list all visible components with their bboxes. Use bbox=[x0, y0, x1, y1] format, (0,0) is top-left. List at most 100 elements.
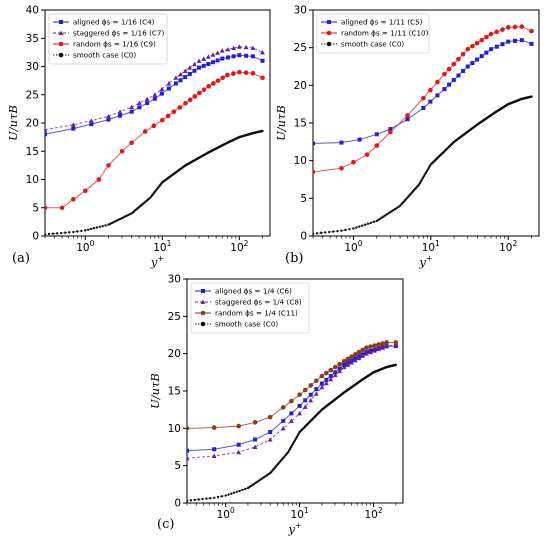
data-point bbox=[405, 113, 410, 118]
y-tick-label: 20 bbox=[294, 80, 307, 92]
data-point bbox=[227, 493, 230, 496]
data-point bbox=[328, 376, 334, 382]
data-point bbox=[193, 498, 196, 502]
data-point bbox=[220, 75, 226, 81]
y-tick-label: 25 bbox=[26, 89, 39, 101]
data-point bbox=[360, 347, 365, 353]
y-tick-label: 25 bbox=[168, 311, 181, 323]
data-point bbox=[166, 86, 171, 91]
legend-entry: aligned ϕs = 1/4 (C6) bbox=[215, 287, 292, 296]
data-point bbox=[355, 226, 358, 229]
data-point bbox=[360, 224, 364, 227]
data-point bbox=[297, 411, 303, 416]
data-point bbox=[205, 497, 208, 500]
panel-2: 0 5 10 15 20 25 30 100 101 102 y+ U/uτB (c) aligned ϕ… bbox=[148, 274, 404, 536]
data-point bbox=[64, 231, 67, 234]
data-point bbox=[159, 91, 164, 96]
data-point bbox=[88, 118, 94, 123]
data-point bbox=[364, 345, 369, 350]
y-tick-label: 5 bbox=[174, 460, 181, 472]
y-tick-label: 30 bbox=[168, 274, 181, 286]
data-point bbox=[348, 228, 351, 231]
data-point bbox=[519, 24, 525, 29]
legend-entry: aligned ϕs = 1/16 (C4) bbox=[73, 18, 155, 27]
data-point bbox=[45, 233, 47, 236]
series-line-1 bbox=[45, 46, 263, 131]
data-point bbox=[225, 55, 230, 60]
legend-entry: smooth case (C0) bbox=[73, 51, 136, 60]
data-point bbox=[289, 418, 294, 423]
data-point bbox=[313, 232, 315, 235]
data-point bbox=[328, 230, 331, 234]
data-point bbox=[243, 487, 247, 491]
data-point bbox=[337, 366, 342, 371]
data-point bbox=[76, 230, 79, 233]
data-point bbox=[86, 228, 90, 231]
legend-marker bbox=[59, 20, 63, 24]
data-point bbox=[336, 229, 339, 233]
data-point bbox=[183, 75, 188, 80]
data-point bbox=[451, 78, 456, 83]
legend-marker bbox=[201, 289, 205, 293]
y-axis-label: U/uτB bbox=[274, 105, 288, 141]
data-point bbox=[178, 72, 183, 77]
y-tick-label: 0 bbox=[174, 498, 181, 510]
data-point bbox=[225, 72, 230, 78]
data-point bbox=[211, 81, 216, 86]
y-tick-label: 35 bbox=[26, 33, 39, 45]
x-axis-label: y+ bbox=[287, 521, 301, 536]
data-point bbox=[231, 54, 236, 59]
data-point bbox=[456, 73, 461, 78]
data-point bbox=[55, 232, 59, 235]
data-point bbox=[324, 377, 329, 382]
data-point bbox=[177, 105, 183, 110]
series-line-1 bbox=[313, 26, 532, 173]
data-point bbox=[106, 113, 111, 119]
data-point bbox=[314, 378, 319, 384]
data-point bbox=[281, 418, 286, 423]
data-point bbox=[118, 113, 123, 118]
data-point bbox=[89, 227, 93, 231]
data-point bbox=[236, 442, 241, 447]
data-point bbox=[435, 93, 440, 98]
data-point bbox=[235, 490, 238, 493]
data-point bbox=[345, 362, 351, 367]
data-point bbox=[479, 54, 484, 59]
data-point bbox=[529, 28, 534, 34]
data-point bbox=[45, 127, 48, 132]
data-point bbox=[210, 52, 216, 57]
data-point bbox=[465, 64, 470, 69]
data-point bbox=[215, 50, 221, 55]
data-point bbox=[341, 364, 347, 370]
data-point bbox=[187, 426, 190, 431]
data-point bbox=[470, 43, 475, 49]
data-point bbox=[421, 105, 426, 110]
data-point bbox=[494, 44, 499, 49]
data-point bbox=[328, 374, 333, 379]
x-axis-label: y+ bbox=[418, 254, 432, 269]
data-point bbox=[340, 229, 343, 232]
legend-marker bbox=[200, 321, 206, 327]
data-point bbox=[428, 87, 433, 93]
data-point bbox=[197, 498, 200, 501]
data-point bbox=[368, 349, 373, 355]
data-point bbox=[456, 56, 461, 62]
data-point bbox=[129, 109, 134, 114]
data-point bbox=[92, 227, 96, 230]
data-point bbox=[268, 430, 273, 435]
data-point bbox=[137, 105, 142, 110]
data-point bbox=[260, 58, 265, 63]
data-point bbox=[101, 224, 104, 228]
data-point bbox=[319, 231, 323, 235]
x-tick-label: 102 bbox=[499, 239, 517, 254]
data-point bbox=[339, 165, 344, 171]
data-point bbox=[231, 71, 236, 76]
legend-marker bbox=[326, 41, 332, 47]
data-point bbox=[435, 79, 440, 85]
series-group bbox=[313, 24, 534, 235]
y-tick-label: 30 bbox=[26, 61, 39, 73]
data-point bbox=[104, 224, 107, 227]
legend-marker bbox=[58, 41, 64, 47]
data-point bbox=[337, 361, 342, 367]
data-point bbox=[206, 83, 211, 89]
